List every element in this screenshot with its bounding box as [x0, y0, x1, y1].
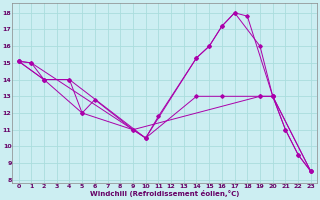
X-axis label: Windchill (Refroidissement éolien,°C): Windchill (Refroidissement éolien,°C): [90, 190, 239, 197]
